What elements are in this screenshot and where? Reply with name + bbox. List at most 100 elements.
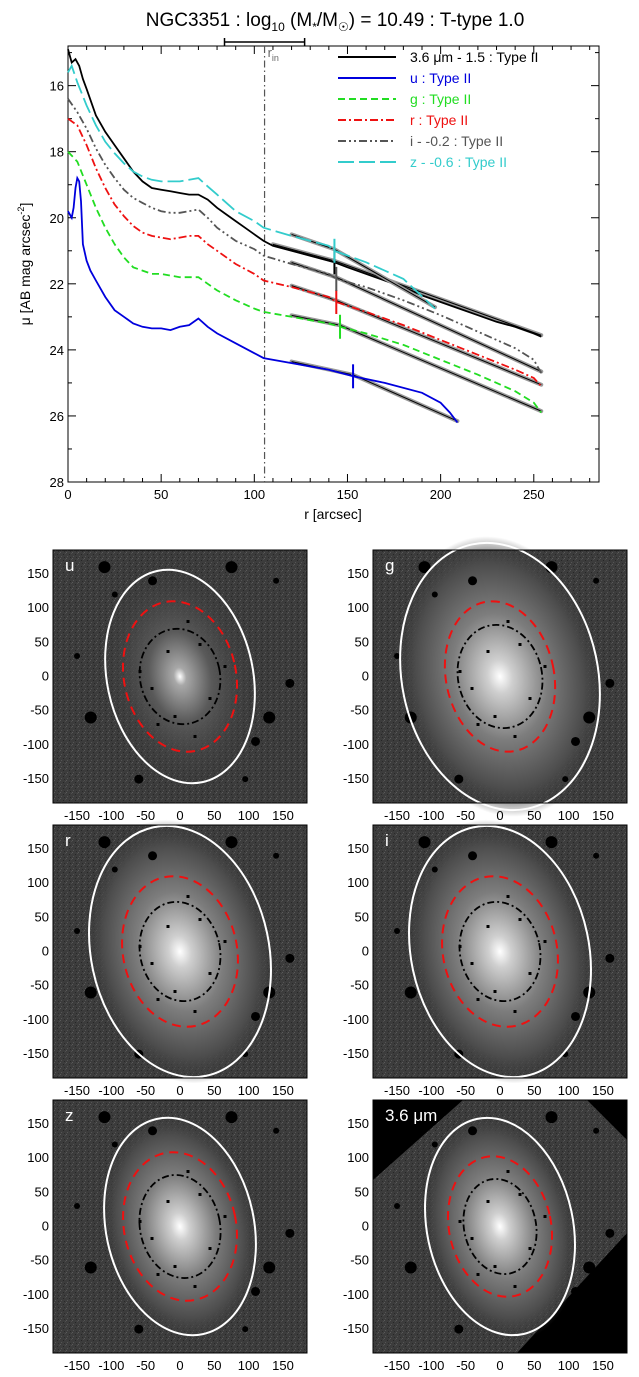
masked-source: [593, 852, 600, 859]
band-label: z: [65, 1106, 74, 1125]
masked-source: [468, 1126, 478, 1136]
x-tick-label: 0: [176, 1083, 183, 1098]
outer-ellipse: [399, 541, 601, 812]
image-panels: u 150 100 50 0 -50 -100 -150 -150 -100 -50 0 50 100 15…: [23, 536, 628, 1373]
galaxy-light: [100, 1112, 260, 1341]
masked-pixel: [493, 990, 497, 993]
x-tick-label: -50: [136, 808, 155, 823]
x-tick-label: -150: [64, 808, 90, 823]
y-tick-label: 0: [42, 1219, 49, 1234]
masked-source: [593, 577, 600, 584]
masked-source: [285, 678, 295, 688]
y-tick-label: -50: [30, 703, 49, 718]
title-part-b: (M: [285, 10, 312, 31]
masked-pixel: [150, 1237, 154, 1240]
masked-pixel: [150, 962, 154, 965]
y-tick-label: -50: [30, 978, 49, 993]
masked-pixel: [486, 650, 490, 653]
masked-source: [605, 678, 615, 688]
y-tick-label: -100: [23, 1287, 49, 1302]
x-tick-label: -50: [456, 1083, 475, 1098]
break-ellipse: [122, 1151, 238, 1302]
fit-line-1: [336, 276, 542, 372]
panel-frame: [52, 824, 308, 1079]
masked-source: [571, 1011, 581, 1021]
y-tick-label: 100: [347, 600, 369, 615]
y-tick-label: 50: [355, 1184, 369, 1199]
masked-source: [98, 1111, 111, 1124]
masked-source: [111, 866, 118, 873]
masked-source: [593, 1127, 600, 1134]
break-ellipse: [441, 875, 559, 1028]
masked-source: [454, 774, 464, 784]
y-tick-label: 150: [347, 1116, 369, 1131]
masked-pixel: [513, 1285, 517, 1288]
masked-pixel: [528, 972, 532, 975]
chart-title: NGC3351 : log10 (M*/M☉) = 10.49 : T-type…: [146, 10, 525, 34]
series-4: [67, 98, 544, 374]
y-tick-label: -50: [350, 978, 369, 993]
masked-pixel: [186, 620, 190, 623]
masked-pixel: [193, 1010, 197, 1013]
galaxy-light: [395, 536, 605, 817]
x-tick-label: 0: [176, 808, 183, 823]
x-tick-label: -50: [136, 1358, 155, 1373]
panel-frame: [372, 549, 628, 804]
y-tick-label: 100: [27, 600, 49, 615]
fit-line-1: [339, 324, 542, 412]
x-tick-label: 50: [207, 1358, 221, 1373]
masked-source: [285, 953, 295, 963]
masked-source: [148, 576, 158, 586]
y-tick-label: 50: [355, 634, 369, 649]
x-tick-label: 150: [592, 1358, 614, 1373]
masked-source: [418, 836, 431, 849]
x-tick-label: -150: [384, 1358, 410, 1373]
masked-pixel: [518, 1193, 522, 1196]
x-tick-label: 0: [496, 1358, 503, 1373]
series-line: [67, 49, 542, 338]
x-tick-label: 150: [272, 1358, 294, 1373]
x-tick-label: 100: [238, 1358, 260, 1373]
break-ellipse: [443, 600, 557, 753]
masked-source: [431, 591, 438, 598]
y-tick-label: 100: [27, 875, 49, 890]
masked-pixel: [470, 962, 474, 965]
fit-line-0: [272, 243, 335, 262]
y-tick-label: -100: [23, 1012, 49, 1027]
y-tick-label: -150: [343, 1046, 369, 1061]
masked-pixel: [223, 1215, 227, 1218]
x-axis-label: r [arcsec]: [304, 506, 362, 522]
masked-pixel: [223, 940, 227, 943]
x-tick-label: 250: [523, 487, 545, 502]
break-ellipse: [121, 875, 239, 1028]
profile-lines: [67, 49, 544, 424]
masked-source: [454, 1324, 464, 1334]
masked-pixel: [470, 1237, 474, 1240]
y-tick-label: -50: [350, 703, 369, 718]
masked-pixel: [528, 697, 532, 700]
masked-pixel: [198, 1193, 202, 1196]
image-panel-z: z 150 100 50 0 -50 -100 -150 -150 -100 -50 0 50 100 15…: [23, 1099, 308, 1373]
y-tick-label: 100: [347, 875, 369, 890]
x-tick-label: 100: [238, 1083, 260, 1098]
masked-source: [98, 836, 111, 849]
y-tick-label: 28: [50, 475, 64, 490]
y-tick-label: -150: [23, 1046, 49, 1061]
x-tick-label: -100: [98, 808, 124, 823]
masked-pixel: [506, 895, 510, 898]
x-tick-label: 150: [272, 808, 294, 823]
galaxy-light: [101, 564, 259, 789]
y-tick-label: 50: [355, 909, 369, 924]
series-2: [67, 151, 544, 414]
masked-source: [251, 1011, 261, 1021]
y-tick-label: 20: [50, 211, 64, 226]
masked-pixel: [193, 735, 197, 738]
inner-ellipse: [458, 900, 542, 1003]
masked-pixel: [513, 1010, 517, 1013]
masked-source: [251, 1286, 261, 1296]
fit-line-1: [336, 300, 542, 386]
inner-ellipse: [138, 900, 222, 1003]
x-tick-label: 0: [64, 487, 71, 502]
masked-source: [562, 776, 569, 783]
